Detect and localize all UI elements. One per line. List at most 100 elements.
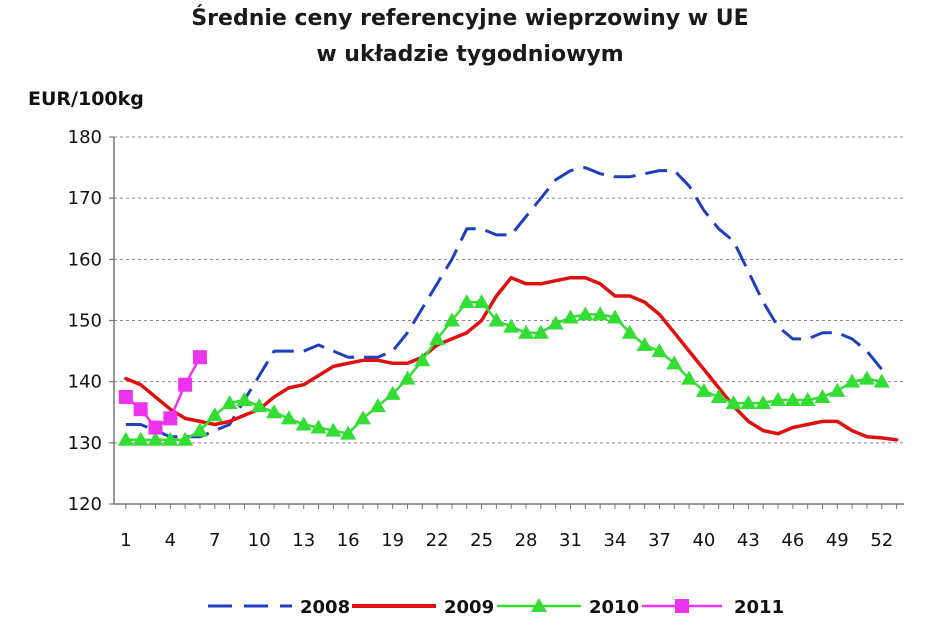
- data-point-2011: [118, 389, 133, 404]
- data-point-2010: [295, 416, 312, 431]
- data-point-2010: [666, 355, 683, 370]
- data-point-2010: [562, 309, 579, 324]
- data-point-2010: [799, 392, 816, 407]
- x-tick-labels: 1 4 7 10 13 16 19 22 25 28 31 34 37 40 43 46 49 52: [120, 530, 893, 551]
- data-point-2010: [266, 404, 283, 419]
- data-point-2010: [531, 598, 547, 612]
- data-point-2010: [310, 419, 327, 434]
- data-point-2010: [384, 385, 401, 400]
- x-tick-label: 40: [692, 530, 715, 551]
- data-point-2010: [814, 388, 831, 403]
- series-2011: [118, 350, 207, 435]
- legend-label-2010: 2010: [589, 597, 639, 618]
- data-point-2010: [414, 352, 431, 367]
- series-2010: [117, 294, 890, 446]
- data-point-2010: [725, 395, 742, 410]
- x-tick-label: 13: [292, 530, 315, 551]
- legend-label-2011: 2011: [734, 597, 784, 618]
- data-point-2010: [873, 373, 890, 388]
- data-point-2010: [177, 431, 194, 446]
- data-point-2010: [532, 324, 549, 339]
- x-tick-label: 43: [737, 530, 760, 551]
- data-point-2010: [221, 395, 238, 410]
- data-point-2010: [132, 431, 149, 446]
- data-point-2011: [133, 402, 148, 417]
- x-tick-label: 49: [826, 530, 849, 551]
- data-point-2010: [399, 370, 416, 385]
- data-point-2011: [148, 420, 163, 435]
- x-tick-label: 28: [515, 530, 538, 551]
- y-tick-label: 140: [68, 372, 102, 393]
- y-tick-label: 120: [68, 494, 102, 515]
- line-2010: [124, 300, 884, 442]
- data-point-2010: [592, 306, 609, 321]
- data-point-2010: [755, 395, 772, 410]
- data-point-2010: [369, 398, 386, 413]
- series-2009: [124, 275, 899, 442]
- data-point-2010: [236, 392, 253, 407]
- y-axis-label: EUR/100kg: [28, 88, 144, 110]
- data-point-2010: [473, 294, 490, 309]
- legend-label-2008: 2008: [300, 597, 350, 618]
- line-2008: [125, 166, 883, 439]
- x-tick-label: 19: [381, 530, 404, 551]
- legend-item-2009: 2009: [352, 597, 494, 618]
- data-point-2010: [606, 309, 623, 324]
- data-point-2010: [206, 407, 223, 422]
- data-point-2010: [636, 336, 653, 351]
- legend: 2008 2009 2010 2011: [208, 597, 784, 618]
- series-lines: [117, 166, 899, 446]
- data-point-2010: [844, 373, 861, 388]
- data-point-2011: [163, 411, 178, 426]
- data-point-2010: [280, 410, 297, 425]
- data-point-2010: [547, 315, 564, 330]
- data-point-2010: [488, 312, 505, 327]
- y-tick-label: 180: [68, 127, 102, 148]
- y-tick-label: 150: [68, 311, 102, 332]
- y-tick-label: 130: [68, 433, 102, 454]
- x-tick-label: 22: [426, 530, 449, 551]
- data-point-2010: [251, 398, 268, 413]
- x-tick-label: 31: [559, 530, 582, 551]
- series-2008: [125, 166, 883, 439]
- data-point-2010: [651, 343, 668, 358]
- x-tick-label: 37: [648, 530, 671, 551]
- gridlines: [114, 136, 904, 444]
- data-point-2010: [695, 382, 712, 397]
- data-point-2010: [710, 388, 727, 403]
- legend-item-2008: 2008: [208, 597, 350, 618]
- data-point-2011: [178, 377, 193, 392]
- data-point-2010: [681, 370, 698, 385]
- data-point-2010: [858, 370, 875, 385]
- y-tick-label: 160: [68, 249, 102, 270]
- data-point-2010: [191, 422, 208, 437]
- legend-item-2011: 2011: [642, 597, 784, 618]
- data-point-2010: [325, 422, 342, 437]
- legend-item-2010: 2010: [497, 597, 639, 618]
- line-2011: [124, 355, 202, 429]
- data-point-2010: [429, 330, 446, 345]
- x-tick-label: 7: [209, 530, 220, 551]
- data-point-2011: [192, 350, 207, 365]
- y-tick-labels: 120 130 140 150 160 170 180: [68, 127, 102, 515]
- data-point-2010: [740, 395, 757, 410]
- y-tick-label: 170: [68, 188, 102, 209]
- data-point-2010: [117, 431, 134, 446]
- data-point-2010: [784, 392, 801, 407]
- data-point-2010: [443, 312, 460, 327]
- x-tick-label: 4: [165, 530, 176, 551]
- data-point-2010: [503, 318, 520, 333]
- data-point-2010: [162, 431, 179, 446]
- legend-label-2009: 2009: [444, 597, 494, 618]
- x-tick-label: 1: [120, 530, 131, 551]
- data-point-2010: [770, 392, 787, 407]
- data-point-2010: [147, 431, 164, 446]
- data-point-2010: [518, 324, 535, 339]
- data-point-2010: [458, 294, 475, 309]
- data-point-2011: [675, 599, 689, 613]
- x-tick-label: 46: [781, 530, 804, 551]
- x-tick-label: 16: [337, 530, 360, 551]
- data-point-2010: [340, 425, 357, 440]
- chart-title: Średnie ceny referencyjne wieprzowiny w …: [191, 6, 749, 31]
